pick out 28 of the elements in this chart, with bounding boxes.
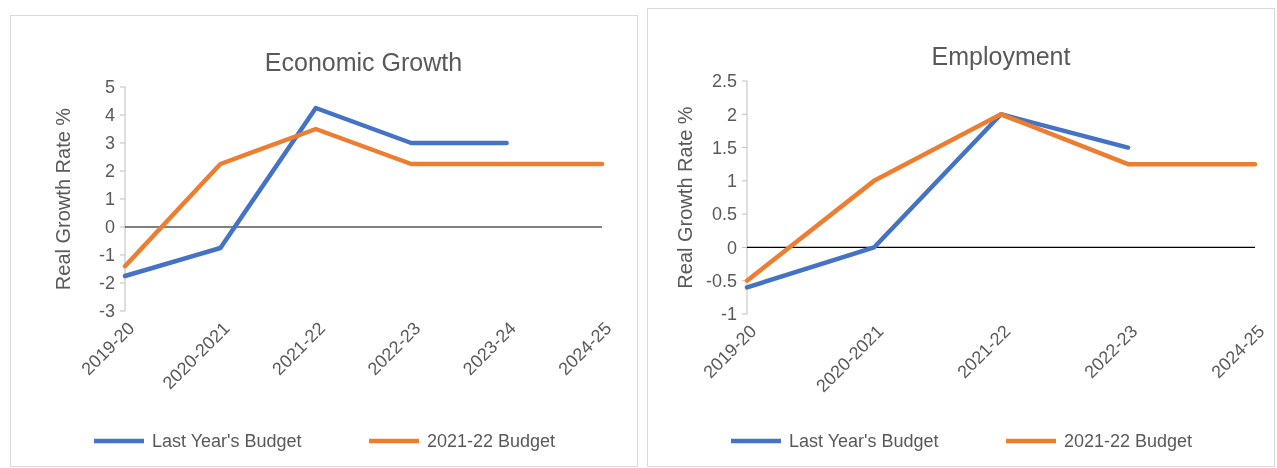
y-tick-label: 0: [104, 217, 115, 238]
y-tick-label: 5: [104, 77, 115, 98]
y-tick-label: 2: [726, 104, 737, 125]
y-tick-label: -0.5: [705, 271, 737, 292]
y-axis-title: Real Growth Rate %: [674, 106, 696, 289]
y-tick-label: 1: [726, 171, 737, 192]
line-series: [744, 112, 1258, 283]
legend-label: 2021-22 Budget: [1064, 431, 1193, 452]
y-tick-label: 1: [104, 189, 115, 210]
legend-label: 2021-22 Budget: [427, 431, 556, 452]
y-tick-label: -1: [98, 245, 115, 266]
y-axis-title: Real Growth Rate %: [52, 107, 74, 291]
legend-label: Last Year's Budget: [152, 431, 302, 452]
y-tick-label: 4: [104, 105, 115, 126]
chart-title: Employment: [931, 42, 1071, 70]
y-tick-label: -1: [720, 304, 737, 325]
y-tick-label: 3: [104, 133, 115, 154]
y-tick-label: -2: [98, 273, 115, 294]
chart-title: Economic Growth: [264, 48, 463, 76]
line-series: [122, 105, 509, 279]
y-tick-label: 1.5: [711, 137, 737, 158]
y-tick-label: 2.5: [711, 71, 737, 92]
line-series: [744, 112, 1131, 290]
y-tick-label: 0: [726, 237, 737, 258]
y-tick-label: -3: [98, 301, 115, 322]
y-tick-label: 2: [104, 161, 115, 182]
legend-label: Last Year's Budget: [789, 431, 939, 452]
y-tick-label: 0.5: [711, 204, 737, 225]
